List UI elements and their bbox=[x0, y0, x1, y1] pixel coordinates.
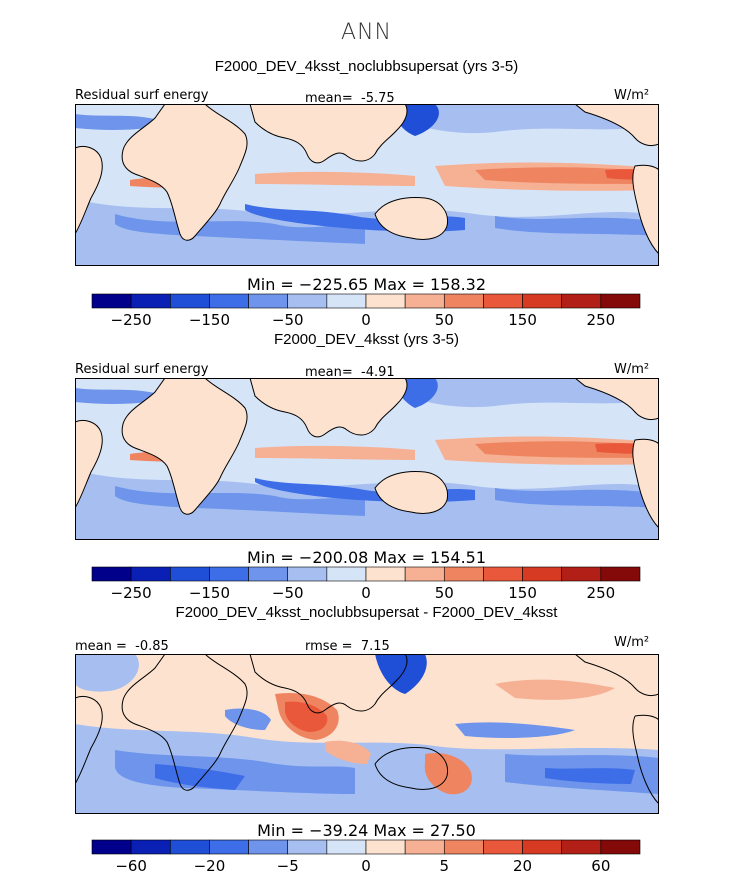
colorbar-cell bbox=[209, 293, 249, 309]
colorbar-cell bbox=[169, 839, 210, 855]
panel-2-title: F2000_DEV_4ksst (yrs 3-5) bbox=[273, 331, 460, 348]
panel-3-title: F2000_DEV_4ksst_noclubbsupersat - F2000_… bbox=[175, 604, 558, 621]
colorbar-cell bbox=[365, 839, 406, 855]
colorbar-2: −250 −150 −50 0 50 150 250 bbox=[91, 566, 641, 600]
colorbar-tick-label: 20 bbox=[513, 857, 532, 873]
colorbar-cell bbox=[522, 293, 563, 309]
colorbar-cell bbox=[287, 293, 328, 309]
map-panel-3 bbox=[75, 654, 659, 814]
colorbar-cell bbox=[483, 566, 523, 582]
colorbar-cell bbox=[91, 293, 132, 309]
colorbar-cell bbox=[130, 566, 171, 582]
colorbar-cell bbox=[91, 566, 132, 582]
colorbar-cell bbox=[326, 566, 367, 582]
colorbar-cell bbox=[443, 566, 484, 582]
map-panel-2 bbox=[75, 378, 659, 540]
panel-3-rmse: rmse = 7.15 bbox=[305, 639, 390, 654]
colorbar-tick-label: 60 bbox=[591, 857, 610, 873]
colorbar-tick-label: 250 bbox=[587, 584, 616, 600]
colorbar-cell bbox=[443, 839, 484, 855]
figure-title: ANN bbox=[341, 20, 392, 45]
colorbar-cell bbox=[600, 839, 641, 855]
colorbar-cell bbox=[248, 839, 289, 855]
colorbar-tick-label: −60 bbox=[115, 857, 147, 873]
colorbar-cell bbox=[443, 293, 484, 309]
colorbar-3: −60 −20 −5 0 5 20 60 bbox=[91, 839, 641, 873]
colorbar-tick-label: −150 bbox=[189, 311, 230, 327]
colorbar-cell bbox=[483, 293, 523, 309]
colorbar-tick-label: −150 bbox=[189, 584, 230, 600]
colorbar-tick-label: 0 bbox=[361, 857, 371, 873]
panel-3-mean: mean = -0.85 bbox=[75, 639, 169, 654]
colorbar-tick-label: 0 bbox=[361, 584, 371, 600]
panel-2-mean: mean= -4.91 bbox=[305, 365, 395, 380]
south-america-land bbox=[75, 145, 103, 235]
colorbar-cell bbox=[287, 566, 328, 582]
colorbar-cell bbox=[365, 293, 406, 309]
colorbar-1: −250 −150 −50 0 50 150 250 bbox=[91, 293, 641, 327]
colorbar-cell bbox=[248, 566, 289, 582]
colorbar-cell bbox=[365, 566, 406, 582]
colorbar-cell bbox=[209, 566, 249, 582]
colorbar-cell bbox=[91, 839, 132, 855]
colorbar-cell bbox=[169, 566, 210, 582]
panel-1-variable: Residual surf energy bbox=[75, 88, 209, 103]
map-frame bbox=[75, 104, 659, 266]
southern-ocean-band bbox=[75, 199, 659, 266]
africa-land bbox=[121, 104, 248, 241]
australia-land bbox=[374, 197, 449, 240]
colorbar-tick-label: −250 bbox=[111, 584, 152, 600]
colorbar-tick-label: 50 bbox=[435, 311, 454, 327]
colorbar-tick-label: 50 bbox=[435, 584, 454, 600]
panel-3-units: W/m² bbox=[614, 635, 650, 650]
colorbar-cell bbox=[169, 293, 210, 309]
colorbar-cell bbox=[561, 839, 602, 855]
colorbar-cell bbox=[483, 839, 523, 855]
map-panel-1 bbox=[75, 104, 659, 266]
colorbar-tick-label: 150 bbox=[508, 584, 537, 600]
colorbar-tick-label: 250 bbox=[587, 311, 616, 327]
colorbar-cell bbox=[130, 839, 171, 855]
colorbar-cell bbox=[522, 839, 563, 855]
eurasia-land bbox=[249, 104, 408, 164]
colorbar-tick-label: 150 bbox=[508, 311, 537, 327]
colorbar-cell bbox=[404, 293, 445, 309]
colorbar-tick-label: −50 bbox=[272, 311, 304, 327]
panel-2-variable: Residual surf energy bbox=[75, 362, 209, 377]
colorbar-cell bbox=[209, 839, 249, 855]
colorbar-tick-label: −5 bbox=[277, 857, 299, 873]
colorbar-cell bbox=[404, 566, 445, 582]
colorbar-cell bbox=[130, 293, 171, 309]
colorbar-cell bbox=[326, 293, 367, 309]
colorbar-tick-label: −50 bbox=[272, 584, 304, 600]
colorbar-cell bbox=[561, 566, 602, 582]
map-frame bbox=[75, 654, 659, 814]
panel-1-mean: mean= -5.75 bbox=[305, 91, 395, 106]
panel-2-units: W/m² bbox=[614, 362, 650, 377]
colorbar-cell bbox=[561, 293, 602, 309]
colorbar-cell bbox=[404, 839, 445, 855]
colorbar-tick-label: −250 bbox=[111, 311, 152, 327]
panel-3-stats: Min = −39.24 Max = 27.50 bbox=[257, 821, 476, 840]
panel-2-stats: Min = −200.08 Max = 154.51 bbox=[246, 548, 487, 567]
colorbar-cell bbox=[600, 566, 641, 582]
colorbar-cell bbox=[326, 839, 367, 855]
colorbar-cell bbox=[287, 839, 328, 855]
colorbar-tick-label: −20 bbox=[194, 857, 226, 873]
colorbar-tick-label: 5 bbox=[440, 857, 450, 873]
map-frame bbox=[75, 378, 659, 540]
north-america-land bbox=[574, 104, 659, 147]
panel-1-units: W/m² bbox=[614, 88, 650, 103]
colorbar-cell bbox=[600, 293, 641, 309]
colorbar-cell bbox=[248, 293, 289, 309]
colorbar-cell bbox=[522, 566, 563, 582]
colorbar-tick-label: 0 bbox=[361, 311, 371, 327]
panel-1-stats: Min = −225.65 Max = 158.32 bbox=[246, 275, 487, 294]
panel-1-title: F2000_DEV_4ksst_noclubbsupersat (yrs 3-5… bbox=[214, 58, 519, 75]
